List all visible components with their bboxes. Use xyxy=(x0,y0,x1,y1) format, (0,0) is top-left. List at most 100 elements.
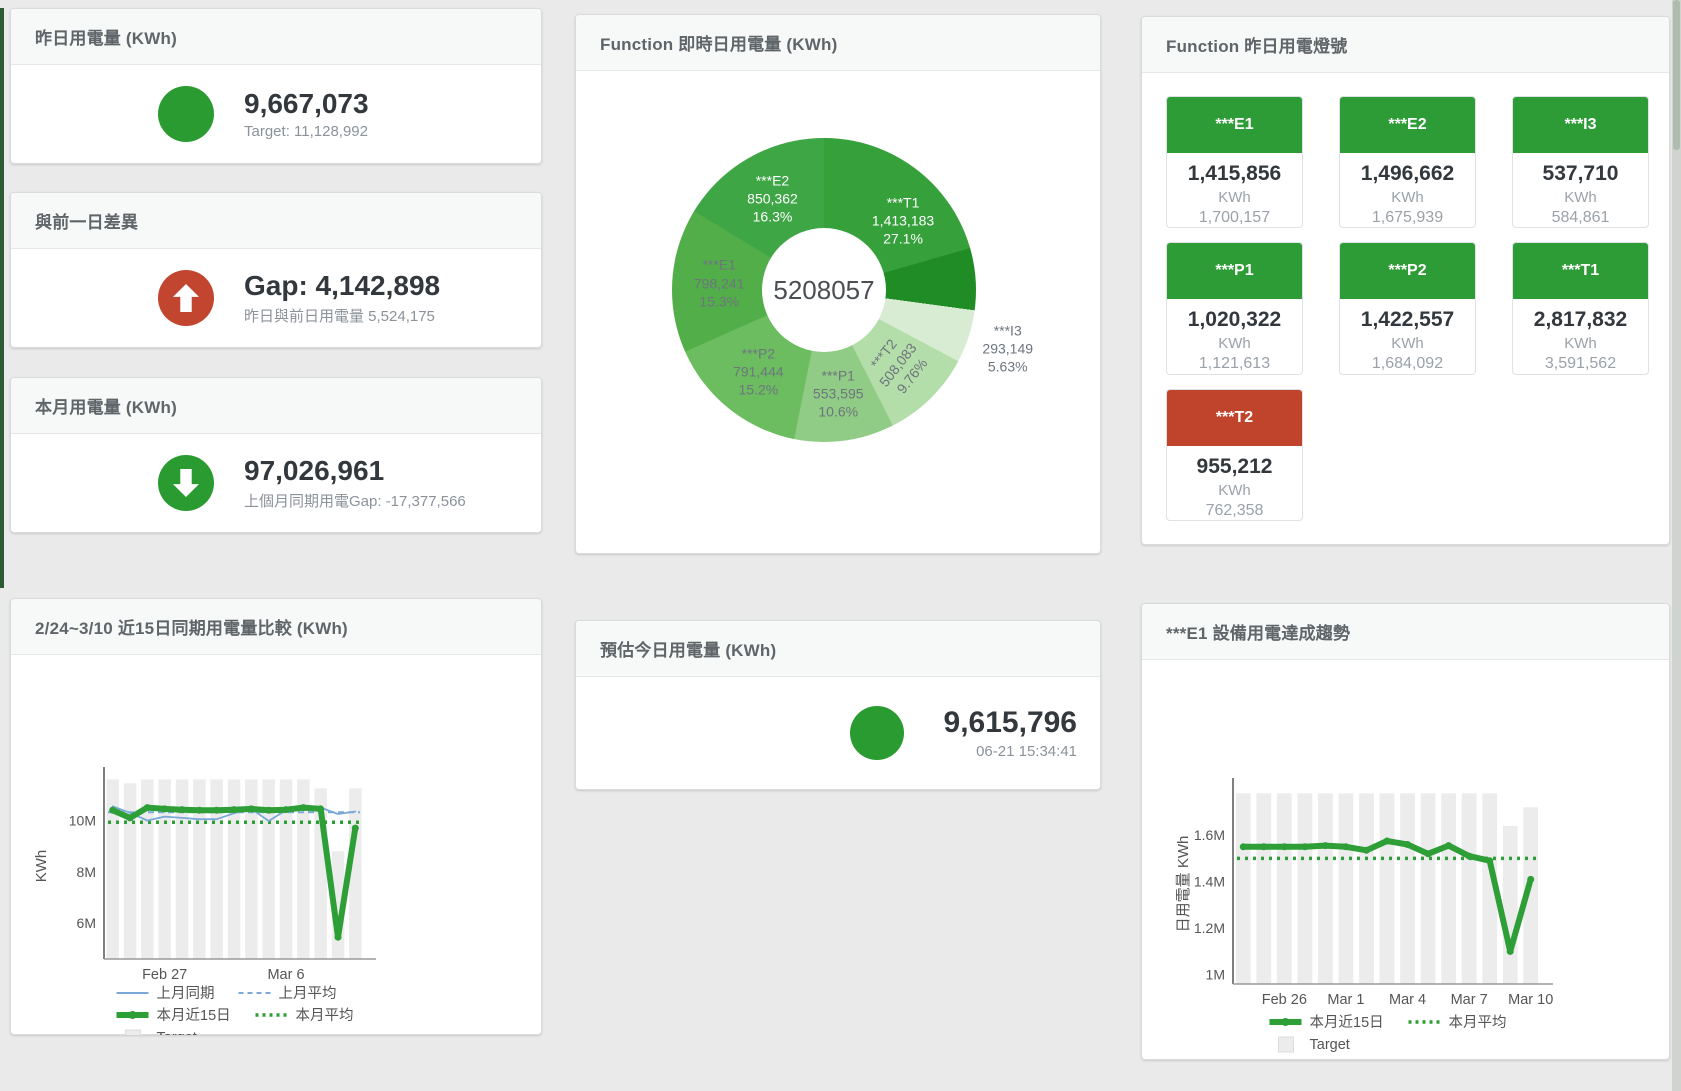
tile-value: 537,710 xyxy=(1542,162,1619,185)
data-point xyxy=(1362,846,1370,854)
light-tile-P1[interactable]: ***P1 1,020,322 KWh 1,121,613 xyxy=(1166,242,1303,375)
target-bar xyxy=(1482,793,1498,984)
x-tick-label: Mar 6 xyxy=(267,967,304,983)
tile-body: 537,710 KWh 584,861 xyxy=(1513,153,1648,227)
tile-target-value: 1,700,157 xyxy=(1198,209,1271,226)
data-point xyxy=(1383,837,1391,845)
target-bar xyxy=(106,779,119,959)
y-tick-label: 10M xyxy=(69,812,96,828)
legend-label: 本月平均 xyxy=(1449,1014,1507,1031)
donut-total: 5208057 xyxy=(773,274,875,305)
tile-value: 1,496,662 xyxy=(1360,162,1455,185)
down-arrow-icon xyxy=(158,455,214,511)
light-tile-T1[interactable]: ***T1 2,817,832 KWh 3,591,562 xyxy=(1512,242,1649,375)
tile-value: 2,817,832 xyxy=(1533,308,1628,332)
tile-label: ***T2 xyxy=(1167,389,1302,446)
legend-label: 上月平均 xyxy=(279,985,337,1002)
donut-slice-label-I3: ***I3 293,149 5.63% xyxy=(982,322,1034,376)
y-tick-label: 1.4M xyxy=(1194,874,1225,890)
target-bar xyxy=(1338,793,1354,984)
status-circle-icon xyxy=(158,86,214,142)
card-yesterday-usage: 昨日用電量 (KWh) 9,667,073 Target: 11,128,992 xyxy=(10,8,542,164)
target-bar xyxy=(1235,793,1251,984)
donut-slice-label-P2: ***P2 791,444 15.2% xyxy=(733,345,784,399)
kpi-text: 9,667,073 Target: 11,128,992 xyxy=(244,88,369,140)
trend-line-chart: 1.6M 1.4M 1.2M 1M Feb 26 Mar 1 Mar 4 Mar 7 Mar 1… xyxy=(1175,778,1553,1053)
card-header: Function 昨日用電燈號 xyxy=(1142,17,1669,73)
target-bar xyxy=(245,779,258,959)
kpi-value: 9,667,073 xyxy=(244,87,369,119)
tile-target-value: 3,591,562 xyxy=(1544,355,1617,373)
legend-swatch-dot xyxy=(1281,1018,1290,1026)
tile-label: ***E2 xyxy=(1340,97,1475,153)
light-tile-P2[interactable]: ***P2 1,422,557 KWh 1,684,092 xyxy=(1339,242,1476,375)
legend-item-上月平均[interactable]: 上月平均 xyxy=(238,985,337,1002)
tile-label: ***T1 xyxy=(1513,243,1648,300)
scrollbar[interactable] xyxy=(1672,0,1681,1091)
light-tile-E2[interactable]: ***E2 1,496,662 KWh 1,675,939 xyxy=(1339,96,1476,229)
legend-item-本月近15日[interactable]: 本月近15日 xyxy=(116,1007,231,1024)
card-header: ***E1 設備用電達成趨勢 xyxy=(1142,604,1669,660)
legend-label: 上月同期 xyxy=(157,985,215,1002)
legend-item-Target[interactable]: Target xyxy=(1278,1036,1350,1053)
data-point xyxy=(1280,843,1288,851)
data-point xyxy=(161,805,169,813)
y-tick-label: 6M xyxy=(77,915,96,931)
x-tick-label: Feb 27 xyxy=(142,967,187,983)
kpi-body: 9,667,073 Target: 11,128,992 xyxy=(11,65,541,163)
data-point xyxy=(1424,850,1432,858)
target-bar xyxy=(297,779,310,959)
data-point xyxy=(351,824,359,832)
tile-value: 1,415,856 xyxy=(1187,162,1282,185)
chart-body: 1.6M 1.4M 1.2M 1M Feb 26 Mar 1 Mar 4 Mar 7 Mar 1… xyxy=(1142,660,1669,1059)
card-header: Function 即時日用電量 (KWh) xyxy=(576,15,1100,71)
light-tile-T2[interactable]: ***T2 955,212 KWh 762,358 xyxy=(1166,388,1303,521)
legend-label: 本月平均 xyxy=(296,1007,354,1024)
donut-slice-label-E1: ***E1 798,241 15.3% xyxy=(693,257,745,310)
target-bar xyxy=(1276,793,1292,984)
tile-body: 2,817,832 KWh 3,591,562 xyxy=(1513,299,1648,373)
legend-item-本月近15日[interactable]: 本月近15日 xyxy=(1269,1014,1384,1031)
kpi-value: 97,026,961 xyxy=(244,454,385,486)
card-status-lights: Function 昨日用電燈號 ***E1 1,415,856 KWh 1,700,1… xyxy=(1141,16,1670,545)
target-bar xyxy=(1297,793,1313,984)
y-tick-label: 8M xyxy=(77,864,96,880)
scrollbar-thumb[interactable] xyxy=(1673,0,1680,150)
target-bar xyxy=(141,779,154,959)
y-tick-label: 1.2M xyxy=(1194,920,1225,936)
data-point xyxy=(109,806,117,814)
light-tile-E1[interactable]: ***E1 1,415,856 KWh 1,700,157 xyxy=(1166,96,1303,229)
tile-unit: KWh xyxy=(1218,481,1251,499)
data-point xyxy=(334,933,342,941)
tile-body: 1,496,662 KWh 1,675,939 xyxy=(1340,153,1475,227)
legend-item-Target[interactable]: Target xyxy=(125,1029,197,1035)
tile-body: 1,020,322 KWh 1,121,613 xyxy=(1167,299,1302,373)
legend-item-本月平均[interactable]: 本月平均 xyxy=(1408,1014,1507,1031)
tile-target-value: 1,675,939 xyxy=(1371,209,1444,226)
card-title: Function 即時日用電量 (KWh) xyxy=(600,35,838,54)
legend-item-上月同期[interactable]: 上月同期 xyxy=(116,985,215,1002)
tile-value: 955,212 xyxy=(1196,454,1273,478)
data-point xyxy=(195,806,203,814)
kpi-subtext: 昨日與前日用電量 5,524,175 xyxy=(244,308,435,326)
lights-grid: ***E1 1,415,856 KWh 1,700,157 ***E2 1,496,662… xyxy=(1142,73,1669,544)
data-point xyxy=(1321,842,1329,850)
card-compare-chart: 2/24~3/10 近15日同期用電量比較 (KWh) 10M 8M 6M Feb 2… xyxy=(10,598,542,1035)
target-bar xyxy=(123,783,137,959)
data-point xyxy=(178,806,186,814)
tile-body: 1,422,557 KWh 1,684,092 xyxy=(1340,299,1475,373)
legend-swatch xyxy=(1278,1036,1294,1053)
donut-slice-label-E2: ***E2 850,362 16.3% xyxy=(747,172,798,225)
data-point xyxy=(213,806,221,814)
up-arrow-icon xyxy=(158,270,214,326)
light-tile-I3[interactable]: ***I3 537,710 KWh 584,861 xyxy=(1512,96,1649,229)
donut-chart[interactable]: 5208057 ***T1 1,413,183 27.1% ***I3 293,149 5… xyxy=(672,138,1033,442)
target-bar xyxy=(1502,825,1518,984)
data-point xyxy=(282,806,290,814)
target-bar xyxy=(1400,793,1415,984)
target-bar xyxy=(1420,793,1436,984)
data-point xyxy=(126,814,134,822)
x-tick-label: Mar 4 xyxy=(1389,992,1426,1008)
legend-item-本月平均[interactable]: 本月平均 xyxy=(255,1007,354,1024)
